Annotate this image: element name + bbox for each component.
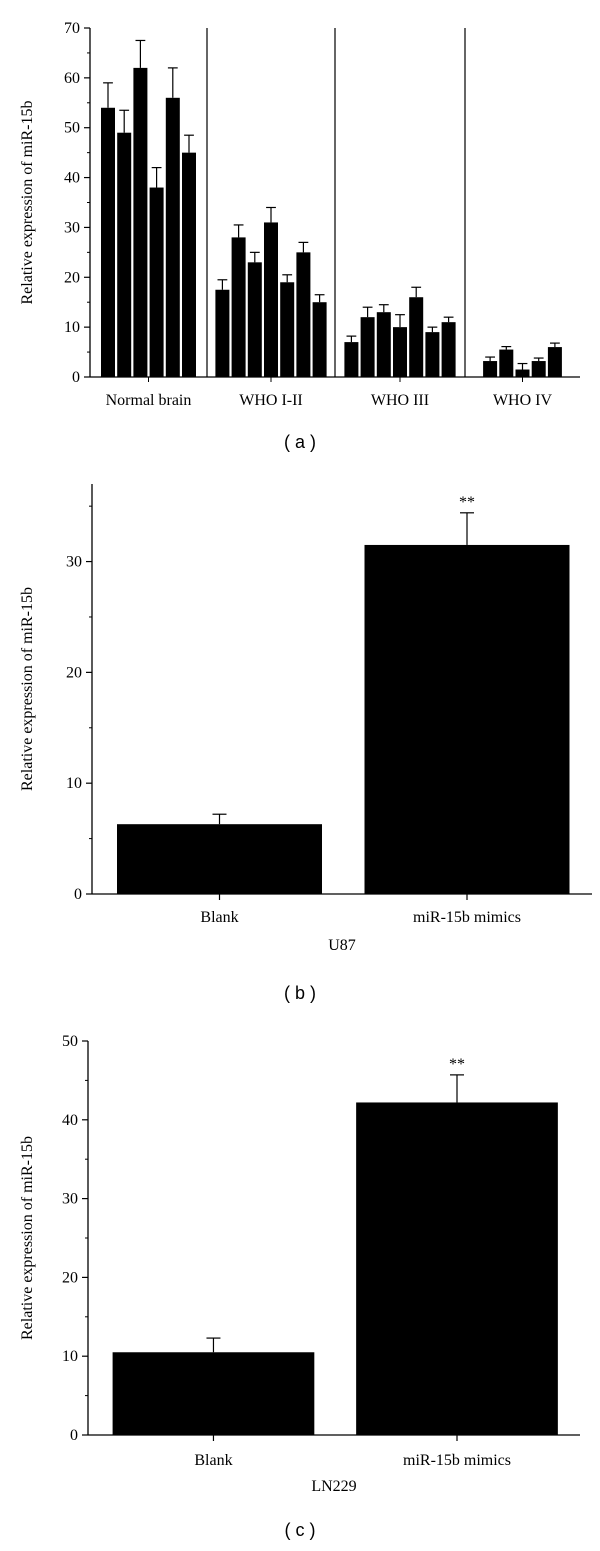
bar-0 <box>101 107 115 378</box>
bar-23 <box>531 361 546 377</box>
y-tick-label: 30 <box>62 1191 78 1208</box>
y-tick-label: 20 <box>64 269 80 286</box>
y-tick-label: 10 <box>66 775 82 792</box>
significance-marker-1: ** <box>449 1056 465 1073</box>
y-tick-label: 50 <box>64 120 80 137</box>
panel-a: 0 10 20 30 40 50 60 70 Relative expression of mi… <box>0 0 600 470</box>
bar-7 <box>231 237 246 377</box>
y-tick-label: 50 <box>62 1033 78 1050</box>
bar-4 <box>165 97 180 378</box>
significance-marker-1: ** <box>459 494 475 511</box>
y-tick-label: 0 <box>72 369 80 386</box>
bar-17 <box>409 297 424 377</box>
panel-label-a: ( a ) <box>283 432 316 452</box>
y-axis-label: Relative expression of miR-15b <box>19 587 36 791</box>
chart-c: 0 10 20 30 40 50 Relative expression of miR-15… <box>19 1033 580 1495</box>
panel-label-b: ( b ) <box>283 983 316 1003</box>
panel-c: 0 10 20 30 40 50 Relative expression of miR-15… <box>0 1015 600 1551</box>
y-tick-label: 0 <box>74 886 82 903</box>
bar-11 <box>296 252 311 377</box>
chart-a: 0 10 20 30 40 50 60 70 Relative expression of mi… <box>19 20 580 409</box>
bar-0 <box>112 1352 315 1435</box>
bar-18 <box>425 332 440 377</box>
y-axis-label: Relative expression of miR-15b <box>19 1136 36 1340</box>
group-label-1: WHO I-II <box>239 392 303 409</box>
bar-20 <box>483 361 498 377</box>
y-tick-label: 30 <box>66 554 82 571</box>
bar-24 <box>547 347 562 377</box>
bar-6 <box>215 289 230 377</box>
bar-1 <box>356 1102 558 1435</box>
bar-10 <box>280 282 295 377</box>
x-tick-label-0: Blank <box>194 1452 232 1469</box>
bar-2 <box>133 67 148 377</box>
y-axis-label: Relative expression of miR-15b <box>19 101 36 305</box>
x-axis-label: LN229 <box>311 1478 356 1495</box>
bar-12 <box>312 302 327 377</box>
bar-22 <box>515 369 530 377</box>
x-tick-label-0: Blank <box>200 909 238 926</box>
bar-13 <box>344 342 359 377</box>
y-tick-label: 0 <box>70 1427 78 1444</box>
bar-1 <box>364 544 570 894</box>
y-tick-label: 20 <box>62 1269 78 1286</box>
x-axis-label: U87 <box>328 937 356 954</box>
y-tick-label: 10 <box>62 1348 78 1365</box>
bar-3 <box>149 187 164 377</box>
bar-16 <box>393 327 407 377</box>
bar-14 <box>360 317 375 377</box>
group-label-0: Normal brain <box>106 392 192 409</box>
y-tick-label: 20 <box>66 664 82 681</box>
x-tick-label-1: miR-15b mimics <box>403 1452 511 1469</box>
group-label-3: WHO IV <box>493 392 553 409</box>
chart-b: 0 10 20 30 Relative expression of miR-15b Bla… <box>19 484 592 954</box>
bar-8 <box>247 262 262 377</box>
bar-19 <box>441 322 456 377</box>
bar-21 <box>499 349 514 377</box>
bar-9 <box>264 222 278 377</box>
bar-0 <box>117 824 322 894</box>
group-label-2: WHO III <box>371 392 429 409</box>
y-tick-label: 10 <box>64 319 80 336</box>
y-tick-label: 40 <box>62 1112 78 1129</box>
panel-label-c: ( c ) <box>284 1520 316 1540</box>
y-tick-label: 30 <box>64 219 80 236</box>
bar-1 <box>117 132 132 377</box>
y-tick-label: 70 <box>64 20 80 37</box>
panel-b: 0 10 20 30 Relative expression of miR-15b Bla… <box>0 470 600 1015</box>
bar-5 <box>182 152 196 377</box>
bar-15 <box>376 312 391 377</box>
y-tick-label: 60 <box>64 70 80 87</box>
y-tick-label: 40 <box>64 170 80 187</box>
x-tick-label-1: miR-15b mimics <box>413 909 521 926</box>
